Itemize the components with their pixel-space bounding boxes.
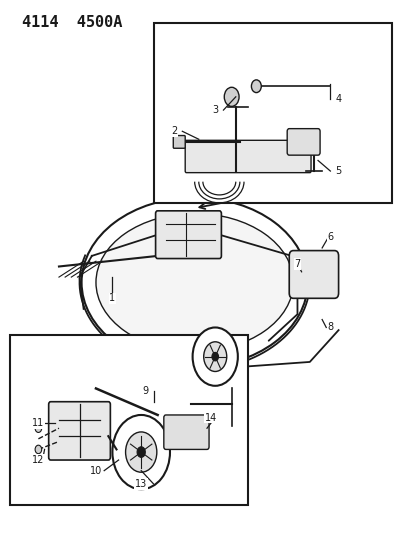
- Circle shape: [251, 80, 261, 93]
- Text: 2: 2: [171, 126, 177, 136]
- FancyBboxPatch shape: [289, 251, 338, 298]
- Ellipse shape: [81, 198, 307, 367]
- Text: 9: 9: [142, 386, 148, 396]
- Text: 8: 8: [327, 322, 332, 333]
- Text: 11: 11: [32, 418, 45, 428]
- Text: 14: 14: [204, 413, 217, 423]
- Text: 4114  4500A: 4114 4500A: [22, 14, 122, 30]
- Circle shape: [137, 447, 145, 457]
- Circle shape: [224, 87, 238, 107]
- FancyBboxPatch shape: [155, 211, 221, 259]
- Text: 5: 5: [335, 166, 341, 176]
- Text: 4: 4: [335, 94, 341, 104]
- FancyBboxPatch shape: [164, 415, 209, 449]
- Circle shape: [211, 352, 218, 361]
- Text: 6: 6: [327, 232, 332, 243]
- Circle shape: [35, 445, 42, 454]
- FancyBboxPatch shape: [287, 128, 319, 155]
- Bar: [9, 335, 247, 505]
- FancyBboxPatch shape: [49, 402, 110, 460]
- Text: 13: 13: [135, 479, 147, 489]
- Text: 3: 3: [211, 105, 218, 115]
- FancyBboxPatch shape: [185, 140, 310, 173]
- Text: 10: 10: [90, 466, 102, 475]
- Circle shape: [35, 424, 42, 432]
- Bar: [153, 22, 391, 203]
- FancyBboxPatch shape: [173, 135, 185, 148]
- Circle shape: [192, 327, 237, 386]
- Text: 1: 1: [109, 293, 115, 303]
- Circle shape: [112, 415, 170, 489]
- Circle shape: [203, 342, 226, 372]
- Circle shape: [125, 432, 157, 472]
- Text: 7: 7: [294, 259, 300, 269]
- Text: 12: 12: [32, 455, 45, 465]
- Ellipse shape: [96, 214, 293, 351]
